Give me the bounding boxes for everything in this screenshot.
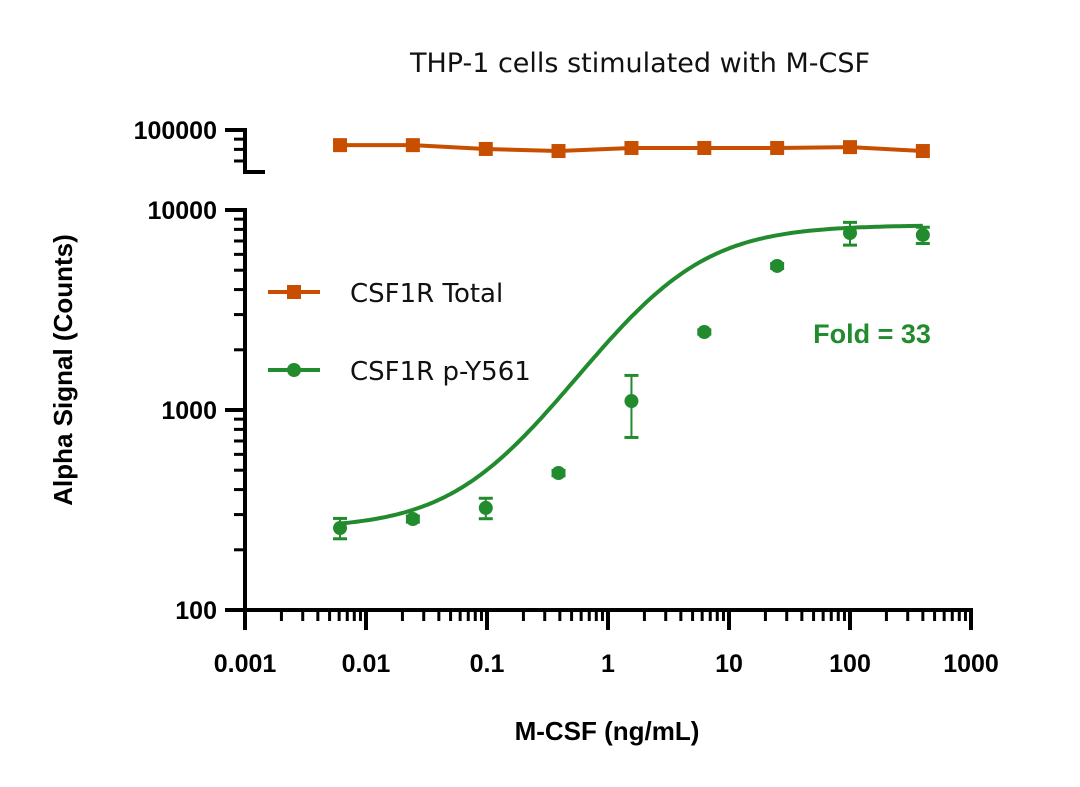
x-tick-label: 0.1 xyxy=(470,650,505,678)
data-point-total xyxy=(405,138,420,153)
data-point-total xyxy=(478,141,493,156)
data-point-py561 xyxy=(551,466,566,481)
upper-y-axis: 100000 xyxy=(134,117,265,174)
data-point-py561 xyxy=(770,258,785,273)
lower-y-axis: 100 1000 10000 xyxy=(147,197,247,630)
legend-item-phos: CSF1R p-Y561 xyxy=(268,357,531,387)
data-point-total xyxy=(770,140,785,155)
data-point-py561 xyxy=(697,324,712,339)
data-point-py561 xyxy=(333,521,348,536)
data-point-total xyxy=(333,138,348,153)
chart-title: THP-1 cells stimulated with M-CSF xyxy=(409,48,870,79)
data-point-total xyxy=(915,144,930,159)
fit-curve-py561 xyxy=(339,223,923,526)
x-tick-label: 1 xyxy=(601,650,615,678)
series-csf1r-py561 xyxy=(333,220,930,541)
data-point-py561 xyxy=(405,512,420,527)
data-point-total xyxy=(843,140,857,155)
data-point-total xyxy=(697,140,712,155)
data-point-py561 xyxy=(624,394,639,409)
series-csf1r-total xyxy=(333,138,930,159)
fold-annotation: Fold = 33 xyxy=(813,319,931,349)
y-tick-label: 100000 xyxy=(134,117,217,145)
data-point-py561 xyxy=(915,227,930,242)
data-point-py561 xyxy=(843,225,857,240)
x-tick-label: 0.001 xyxy=(214,650,277,678)
legend-marker-circle xyxy=(287,363,301,377)
y-tick-label: 10000 xyxy=(147,197,217,225)
x-tick-label: 100 xyxy=(829,650,871,678)
y-tick-label: 1000 xyxy=(161,397,217,425)
y-axis-label: Alpha Signal (Counts) xyxy=(48,234,78,506)
data-point-total xyxy=(624,140,639,155)
legend: CSF1R Total CSF1R p-Y561 xyxy=(268,279,531,387)
x-tick-label: 0.01 xyxy=(342,650,391,678)
data-point-py561 xyxy=(478,500,493,515)
legend-item-total: CSF1R Total xyxy=(268,279,503,309)
legend-label-total: CSF1R Total xyxy=(350,279,503,309)
x-axis: 0.001 0.01 0.1 1 10 100 1000 xyxy=(214,608,999,678)
legend-marker-square xyxy=(287,285,301,299)
x-tick-label: 1000 xyxy=(943,650,999,678)
data-point-total xyxy=(551,144,566,159)
x-axis-label: M-CSF (ng/mL) xyxy=(515,716,700,746)
x-tick-label: 10 xyxy=(715,650,743,678)
legend-label-phos: CSF1R p-Y561 xyxy=(350,357,531,387)
y-tick-label: 100 xyxy=(175,597,217,625)
